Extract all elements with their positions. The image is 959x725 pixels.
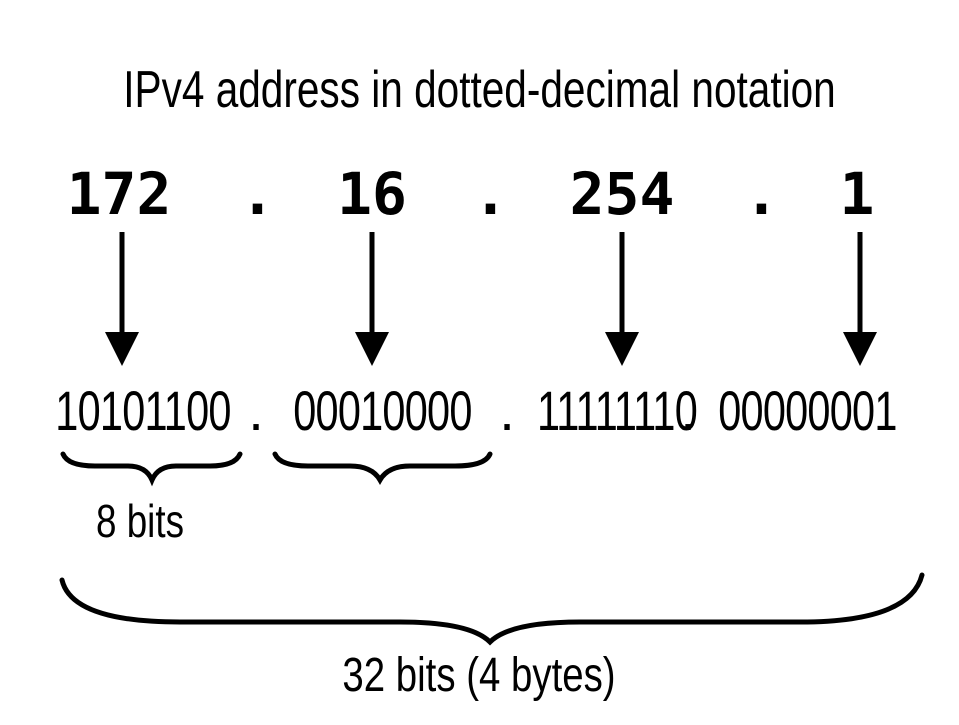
binary-octet-3: 11111110 <box>536 379 698 442</box>
decimal-octet-4: 1 <box>839 160 875 228</box>
decimal-octet-3: 254 <box>569 160 675 228</box>
binary-dot-1: . <box>248 379 264 442</box>
brace-total <box>59 572 925 646</box>
brace-octet-2 <box>272 451 493 486</box>
decimal-dot-2: . <box>473 160 508 228</box>
octet-size-label: 8 bits <box>96 495 184 547</box>
arrow-1-head <box>105 332 139 366</box>
arrow-4-head <box>843 332 877 366</box>
brace-octet-1 <box>60 451 243 487</box>
binary-dot-2: . <box>499 379 515 442</box>
binary-octet-1: 10101100 <box>55 379 231 442</box>
arrow-2-head <box>355 332 389 366</box>
diagram-title: IPv4 address in dotted-decimal notation <box>123 61 836 119</box>
decimal-octet-1: 172 <box>66 160 172 228</box>
total-size-label: 32 bits (4 bytes) <box>342 649 616 702</box>
decimal-dot-1: . <box>240 160 275 228</box>
binary-octet-4: 00000001 <box>718 379 897 442</box>
arrow-3-head <box>605 332 639 366</box>
decimal-dot-3: . <box>744 160 779 228</box>
binary-dot-3: . <box>680 379 696 442</box>
binary-octet-2: 00010000 <box>293 379 472 442</box>
decimal-octet-2: 16 <box>337 160 407 228</box>
